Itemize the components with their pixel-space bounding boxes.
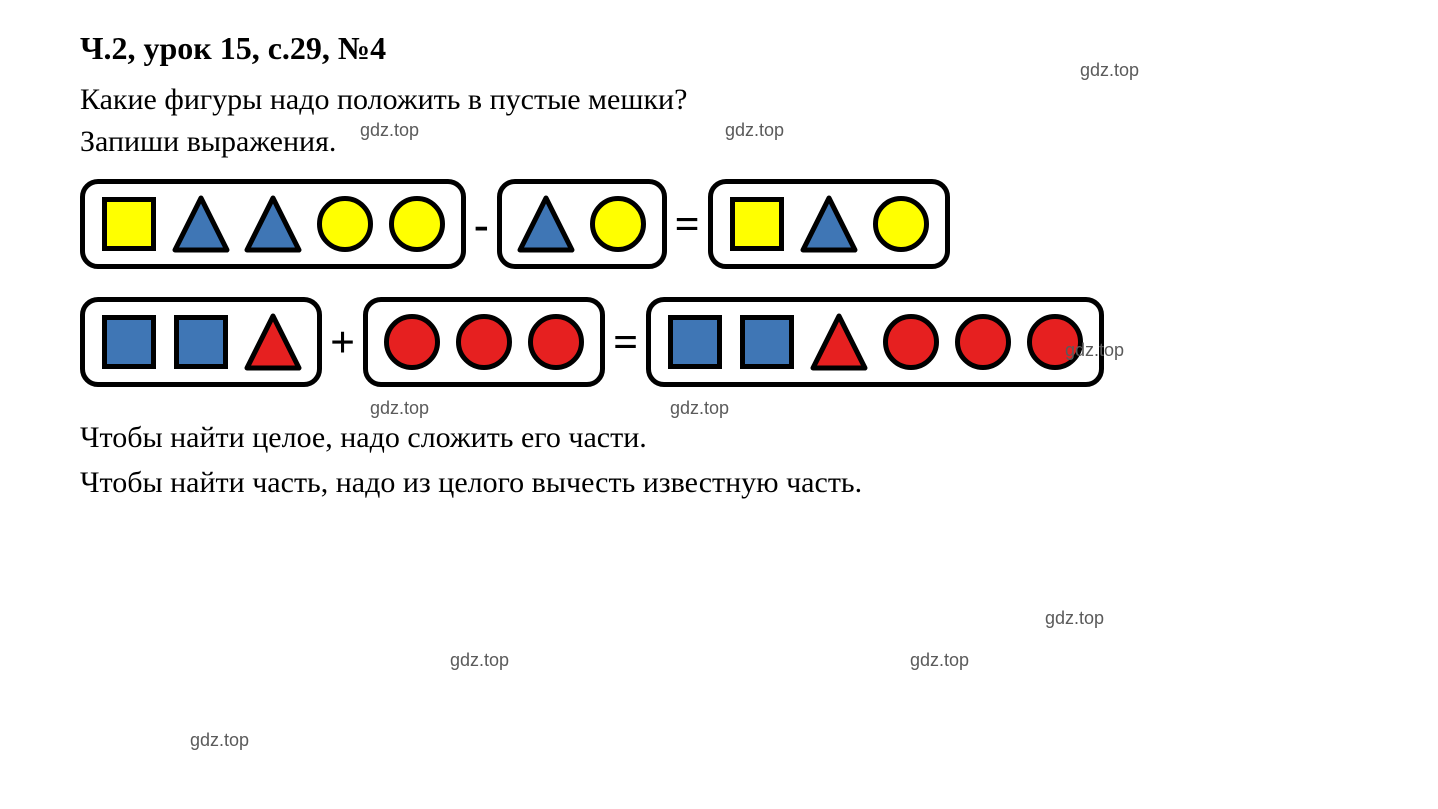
watermark-text: gdz.top [1065, 340, 1124, 361]
eq1-bag1 [80, 179, 466, 269]
square-blue-icon [737, 312, 797, 372]
circle-red-icon [454, 312, 514, 372]
triangle-blue-icon [516, 194, 576, 254]
square-yellow-icon [727, 194, 787, 254]
equation-1: - = [80, 179, 1358, 269]
equation-2: + = [80, 297, 1358, 387]
square-blue-icon [99, 312, 159, 372]
page-title: Ч.2, урок 15, с.29, №4 [80, 30, 1358, 67]
circle-red-icon [953, 312, 1013, 372]
watermark-text: gdz.top [670, 398, 729, 419]
watermark-text: gdz.top [450, 650, 509, 671]
watermark-text: gdz.top [360, 120, 419, 141]
eq1-bag3 [708, 179, 950, 269]
watermark-text: gdz.top [370, 398, 429, 419]
equals-operator: = [613, 317, 638, 368]
circle-red-icon [526, 312, 586, 372]
watermark-text: gdz.top [910, 650, 969, 671]
circle-red-icon [382, 312, 442, 372]
question-text: Какие фигуры надо положить в пустые мешк… [80, 79, 1358, 163]
explanation-line-2: Чтобы найти часть, надо из целого вычест… [80, 466, 862, 499]
triangle-blue-icon [243, 194, 303, 254]
question-line-1: Какие фигуры надо положить в пустые мешк… [80, 83, 687, 116]
question-line-2: Запиши выражения. [80, 125, 336, 158]
watermark-text: gdz.top [190, 730, 249, 751]
circle-yellow-icon [871, 194, 931, 254]
minus-operator: - [474, 199, 489, 250]
eq2-bag3 [646, 297, 1104, 387]
equals-operator: = [675, 199, 700, 250]
circle-yellow-icon [387, 194, 447, 254]
circle-red-icon [881, 312, 941, 372]
eq2-bag2 [363, 297, 605, 387]
circle-yellow-icon [315, 194, 375, 254]
content-container: Ч.2, урок 15, с.29, №4 Какие фигуры надо… [80, 30, 1358, 505]
square-blue-icon [171, 312, 231, 372]
watermark-text: gdz.top [725, 120, 784, 141]
explanation-text: Чтобы найти целое, надо сложить его част… [80, 415, 1358, 505]
square-blue-icon [665, 312, 725, 372]
triangle-blue-icon [171, 194, 231, 254]
explanation-line-1: Чтобы найти целое, надо сложить его част… [80, 421, 647, 454]
square-yellow-icon [99, 194, 159, 254]
watermark-text: gdz.top [1080, 60, 1139, 81]
triangle-red-icon [809, 312, 869, 372]
plus-operator: + [330, 317, 355, 368]
eq2-bag1 [80, 297, 322, 387]
triangle-blue-icon [799, 194, 859, 254]
triangle-red-icon [243, 312, 303, 372]
watermark-text: gdz.top [1045, 608, 1104, 629]
circle-yellow-icon [588, 194, 648, 254]
eq1-bag2 [497, 179, 667, 269]
